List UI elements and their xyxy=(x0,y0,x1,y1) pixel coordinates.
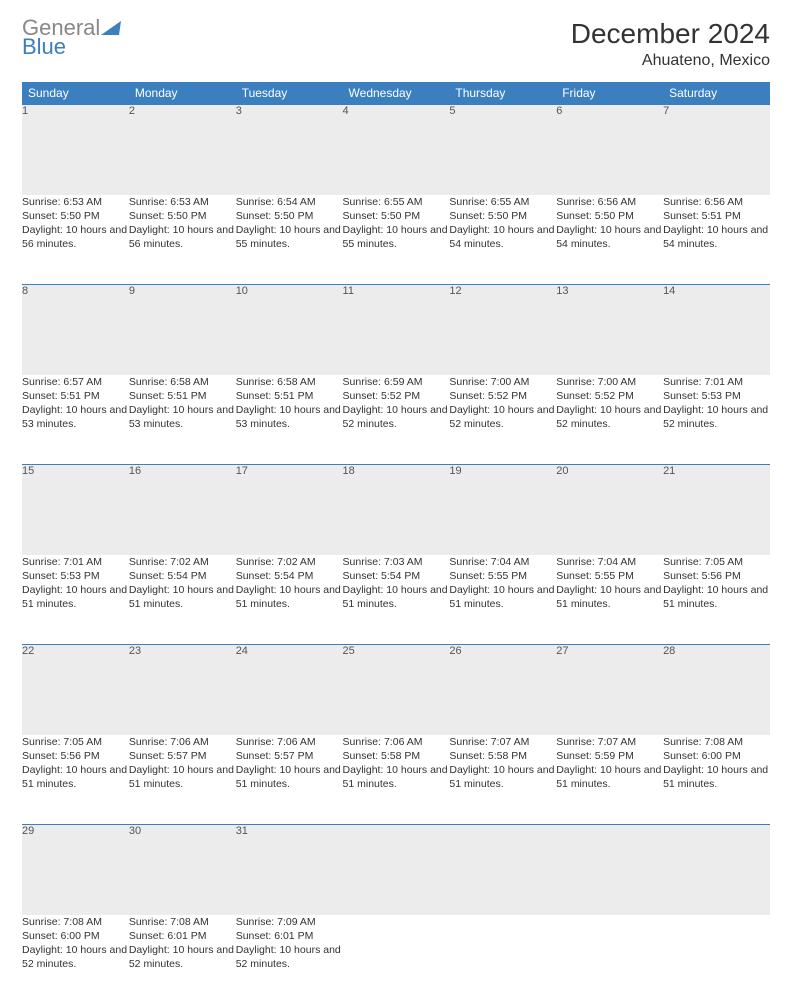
day-number-cell: 17 xyxy=(236,465,343,555)
location-label: Ahuateno, Mexico xyxy=(571,52,770,70)
data-row: Sunrise: 6:57 AMSunset: 5:51 PMDaylight:… xyxy=(22,375,770,465)
day-data-cell: Sunrise: 7:02 AMSunset: 5:54 PMDaylight:… xyxy=(236,555,343,645)
day-data-cell: Sunrise: 6:55 AMSunset: 5:50 PMDaylight:… xyxy=(343,195,450,285)
day-number-cell: 12 xyxy=(449,285,556,375)
day-data-cell: Sunrise: 7:09 AMSunset: 6:01 PMDaylight:… xyxy=(236,915,343,1005)
day-number-cell: 23 xyxy=(129,645,236,735)
day-number-cell: 28 xyxy=(663,645,770,735)
day-data-cell xyxy=(663,915,770,1005)
day-data-cell xyxy=(556,915,663,1005)
day-number-cell: 30 xyxy=(129,825,236,915)
day-number-cell: 9 xyxy=(129,285,236,375)
day-data-cell: Sunrise: 6:59 AMSunset: 5:52 PMDaylight:… xyxy=(343,375,450,465)
day-data-cell: Sunrise: 7:06 AMSunset: 5:57 PMDaylight:… xyxy=(236,735,343,825)
day-data-cell: Sunrise: 7:07 AMSunset: 5:58 PMDaylight:… xyxy=(449,735,556,825)
day-data-cell: Sunrise: 7:06 AMSunset: 5:58 PMDaylight:… xyxy=(343,735,450,825)
day-number-cell: 1 xyxy=(22,105,129,195)
day-data-cell: Sunrise: 7:08 AMSunset: 6:00 PMDaylight:… xyxy=(663,735,770,825)
day-data-cell: Sunrise: 6:56 AMSunset: 5:50 PMDaylight:… xyxy=(556,195,663,285)
day-number-cell: 27 xyxy=(556,645,663,735)
logo: General Blue xyxy=(22,18,120,58)
logo-text-blue: Blue xyxy=(22,37,120,58)
day-number-cell: 24 xyxy=(236,645,343,735)
day-number-cell: 10 xyxy=(236,285,343,375)
data-row: Sunrise: 7:01 AMSunset: 5:53 PMDaylight:… xyxy=(22,555,770,645)
daynum-row: 293031 xyxy=(22,825,770,915)
day-data-cell: Sunrise: 7:01 AMSunset: 5:53 PMDaylight:… xyxy=(663,375,770,465)
day-data-cell: Sunrise: 6:58 AMSunset: 5:51 PMDaylight:… xyxy=(129,375,236,465)
daynum-row: 1234567 xyxy=(22,105,770,195)
day-header: Saturday xyxy=(663,82,770,105)
day-data-cell: Sunrise: 7:08 AMSunset: 6:00 PMDaylight:… xyxy=(22,915,129,1005)
day-header-row: SundayMondayTuesdayWednesdayThursdayFrid… xyxy=(22,82,770,105)
day-number-cell: 20 xyxy=(556,465,663,555)
day-number-cell xyxy=(343,825,450,915)
day-data-cell: Sunrise: 7:00 AMSunset: 5:52 PMDaylight:… xyxy=(449,375,556,465)
day-data-cell: Sunrise: 7:04 AMSunset: 5:55 PMDaylight:… xyxy=(556,555,663,645)
day-number-cell xyxy=(449,825,556,915)
day-data-cell: Sunrise: 7:00 AMSunset: 5:52 PMDaylight:… xyxy=(556,375,663,465)
day-number-cell: 7 xyxy=(663,105,770,195)
day-number-cell: 3 xyxy=(236,105,343,195)
day-number-cell: 2 xyxy=(129,105,236,195)
daynum-row: 22232425262728 xyxy=(22,645,770,735)
day-data-cell: Sunrise: 7:05 AMSunset: 5:56 PMDaylight:… xyxy=(663,555,770,645)
day-number-cell: 18 xyxy=(343,465,450,555)
day-data-cell: Sunrise: 7:06 AMSunset: 5:57 PMDaylight:… xyxy=(129,735,236,825)
day-header: Tuesday xyxy=(236,82,343,105)
day-data-cell xyxy=(343,915,450,1005)
day-number-cell: 4 xyxy=(343,105,450,195)
day-data-cell: Sunrise: 6:58 AMSunset: 5:51 PMDaylight:… xyxy=(236,375,343,465)
day-header: Friday xyxy=(556,82,663,105)
day-number-cell xyxy=(556,825,663,915)
day-data-cell: Sunrise: 7:05 AMSunset: 5:56 PMDaylight:… xyxy=(22,735,129,825)
day-data-cell: Sunrise: 7:03 AMSunset: 5:54 PMDaylight:… xyxy=(343,555,450,645)
daynum-row: 15161718192021 xyxy=(22,465,770,555)
data-row: Sunrise: 6:53 AMSunset: 5:50 PMDaylight:… xyxy=(22,195,770,285)
day-number-cell: 26 xyxy=(449,645,556,735)
day-number-cell: 15 xyxy=(22,465,129,555)
header: General Blue December 2024 Ahuateno, Mex… xyxy=(22,18,770,70)
title-block: December 2024 Ahuateno, Mexico xyxy=(571,18,770,70)
day-data-cell: Sunrise: 6:55 AMSunset: 5:50 PMDaylight:… xyxy=(449,195,556,285)
day-header: Sunday xyxy=(22,82,129,105)
day-number-cell: 11 xyxy=(343,285,450,375)
day-data-cell: Sunrise: 6:54 AMSunset: 5:50 PMDaylight:… xyxy=(236,195,343,285)
day-data-cell: Sunrise: 7:08 AMSunset: 6:01 PMDaylight:… xyxy=(129,915,236,1005)
day-number-cell: 13 xyxy=(556,285,663,375)
day-number-cell: 14 xyxy=(663,285,770,375)
day-data-cell: Sunrise: 6:57 AMSunset: 5:51 PMDaylight:… xyxy=(22,375,129,465)
calendar-table: SundayMondayTuesdayWednesdayThursdayFrid… xyxy=(22,82,770,1005)
day-number-cell: 22 xyxy=(22,645,129,735)
day-header: Wednesday xyxy=(343,82,450,105)
day-data-cell xyxy=(449,915,556,1005)
day-number-cell: 25 xyxy=(343,645,450,735)
day-number-cell: 31 xyxy=(236,825,343,915)
data-row: Sunrise: 7:08 AMSunset: 6:00 PMDaylight:… xyxy=(22,915,770,1005)
day-data-cell: Sunrise: 6:53 AMSunset: 5:50 PMDaylight:… xyxy=(22,195,129,285)
data-row: Sunrise: 7:05 AMSunset: 5:56 PMDaylight:… xyxy=(22,735,770,825)
day-number-cell: 19 xyxy=(449,465,556,555)
day-number-cell: 29 xyxy=(22,825,129,915)
day-header: Monday xyxy=(129,82,236,105)
day-data-cell: Sunrise: 7:07 AMSunset: 5:59 PMDaylight:… xyxy=(556,735,663,825)
day-data-cell: Sunrise: 7:01 AMSunset: 5:53 PMDaylight:… xyxy=(22,555,129,645)
day-data-cell: Sunrise: 6:56 AMSunset: 5:51 PMDaylight:… xyxy=(663,195,770,285)
day-number-cell: 6 xyxy=(556,105,663,195)
daynum-row: 891011121314 xyxy=(22,285,770,375)
day-data-cell: Sunrise: 6:53 AMSunset: 5:50 PMDaylight:… xyxy=(129,195,236,285)
day-number-cell: 5 xyxy=(449,105,556,195)
day-number-cell: 8 xyxy=(22,285,129,375)
day-header: Thursday xyxy=(449,82,556,105)
logo-triangle-icon xyxy=(101,21,121,35)
page-title: December 2024 xyxy=(571,18,770,50)
day-number-cell: 16 xyxy=(129,465,236,555)
day-data-cell: Sunrise: 7:04 AMSunset: 5:55 PMDaylight:… xyxy=(449,555,556,645)
day-number-cell xyxy=(663,825,770,915)
day-number-cell: 21 xyxy=(663,465,770,555)
day-data-cell: Sunrise: 7:02 AMSunset: 5:54 PMDaylight:… xyxy=(129,555,236,645)
